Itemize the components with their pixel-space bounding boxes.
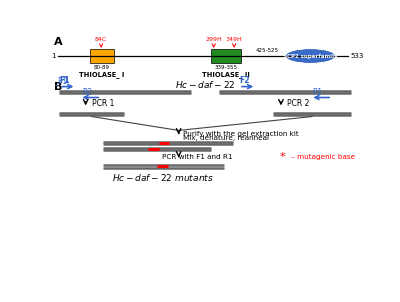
Text: 339-355: 339-355 — [214, 65, 238, 69]
Text: 349H: 349H — [226, 37, 242, 42]
Text: F1: F1 — [59, 76, 70, 85]
Ellipse shape — [286, 50, 334, 63]
Text: 299H: 299H — [205, 37, 222, 42]
Bar — [90, 49, 114, 63]
Text: ̲F1: ̲F1 — [59, 76, 68, 85]
Text: F2: F2 — [239, 76, 250, 85]
Text: *: * — [279, 152, 285, 162]
Text: PCR with F1 and R1: PCR with F1 and R1 — [162, 154, 232, 160]
Text: SCP2 superfamily: SCP2 superfamily — [283, 53, 338, 59]
Text: THIOLASE_ II: THIOLASE_ II — [202, 71, 250, 78]
Text: 533: 533 — [351, 53, 364, 59]
Text: 1: 1 — [52, 53, 56, 59]
Text: Mix, denature, reanneal: Mix, denature, reanneal — [183, 135, 269, 141]
Text: PCR 1: PCR 1 — [92, 99, 114, 108]
Text: 80-89: 80-89 — [94, 65, 110, 69]
Text: 84C: 84C — [95, 37, 107, 42]
Text: B: B — [54, 82, 62, 92]
Text: R1: R1 — [312, 88, 322, 97]
Text: – mutagenic base: – mutagenic base — [289, 154, 355, 160]
Text: F1: F1 — [59, 76, 70, 85]
Text: $\it{Hc-daf-22}$: $\it{Hc-daf-22}$ — [175, 79, 235, 90]
Text: R2: R2 — [82, 88, 93, 97]
Text: 425-525: 425-525 — [256, 48, 279, 53]
Text: A: A — [54, 37, 62, 47]
Text: $\it{Hc-daf-22}$ $\it{mutants}$: $\it{Hc-daf-22}$ $\it{mutants}$ — [112, 172, 214, 183]
Bar — [211, 49, 241, 63]
Text: Purify with the gel extraction kit: Purify with the gel extraction kit — [183, 131, 299, 137]
Text: THIOLASE_ I: THIOLASE_ I — [79, 71, 125, 78]
Text: PCR 2: PCR 2 — [287, 99, 310, 108]
